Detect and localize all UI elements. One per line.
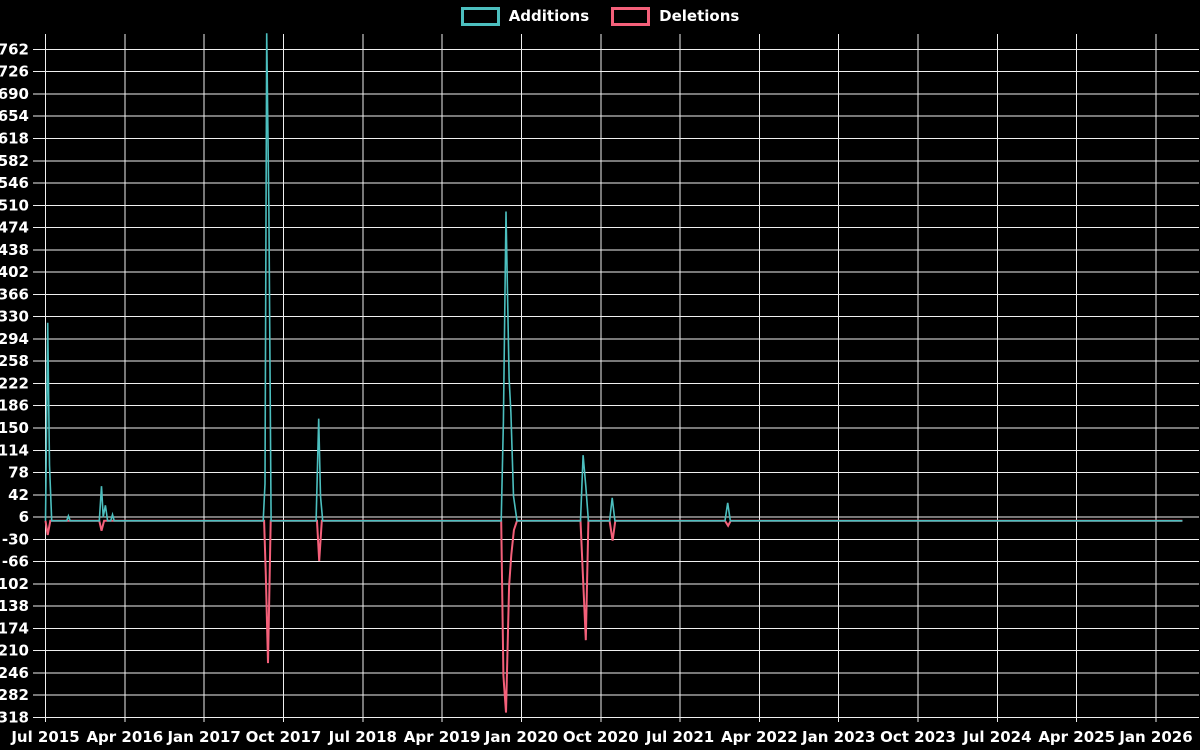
x-tick-label: Jul 2018 (328, 728, 397, 746)
y-gridlines (33, 48, 1199, 719)
y-tick-label: 6 (19, 508, 29, 526)
x-tick-label: Oct 2023 (880, 728, 956, 746)
y-tick-label: 330 (0, 308, 29, 326)
y-tick-label: 654 (0, 107, 29, 125)
x-tick-label: Jul 2024 (962, 728, 1031, 746)
x-tick-label: Jan 2026 (1118, 728, 1192, 746)
deletions-legend-label: Deletions (659, 7, 740, 25)
y-tick-label: -318 (0, 709, 29, 727)
y-tick-label: -66 (2, 553, 29, 571)
y-tick-label: -210 (0, 642, 29, 660)
y-tick-label: -138 (0, 597, 29, 615)
series-additions-line (44, 33, 1183, 522)
x-tick-label: Apr 2019 (404, 728, 481, 746)
x-tick-label: Apr 2022 (721, 728, 798, 746)
series-deletions-line (44, 519, 1183, 713)
y-tick-label: 762 (0, 40, 29, 58)
y-tick-label: 618 (0, 130, 29, 148)
y-tick-label: -246 (0, 664, 29, 682)
y-axis-labels: 762 726 690 654 618 582 546 510 474 438 402 366 330 2… (0, 40, 29, 726)
y-tick-label: 366 (0, 285, 29, 303)
legend-item-additions[interactable]: Additions (460, 7, 590, 26)
y-tick-label: 438 (0, 241, 29, 259)
x-tick-label: Jul 2015 (10, 728, 79, 746)
y-tick-label: 150 (0, 419, 29, 437)
x-tick-label: Jan 2017 (166, 728, 240, 746)
y-tick-label: 474 (0, 219, 29, 237)
x-tick-label: Apr 2016 (86, 728, 163, 746)
y-tick-label: 186 (0, 397, 29, 415)
x-gridlines (45, 34, 1157, 722)
y-tick-label: 582 (0, 152, 29, 170)
x-tick-label: Apr 2025 (1038, 728, 1115, 746)
y-tick-label: 402 (0, 263, 29, 281)
additions-swatch-icon (460, 7, 500, 26)
legend-item-deletions[interactable]: Deletions (611, 7, 739, 26)
x-axis-labels: Jul 2015 Apr 2016 Jan 2017 Oct 2017 Jul 2018… (10, 728, 1192, 746)
y-tick-label: -30 (2, 530, 29, 548)
y-tick-label: 42 (8, 486, 29, 504)
y-tick-label: -102 (0, 575, 29, 593)
chart-legend: Additions Deletions (0, 7, 1200, 26)
y-tick-label: 78 (8, 464, 29, 482)
x-tick-label: Jan 2020 (484, 728, 558, 746)
y-tick-label: 222 (0, 374, 29, 392)
y-tick-label: -282 (0, 686, 29, 704)
x-tick-label: Oct 2020 (563, 728, 639, 746)
y-tick-label: 546 (0, 174, 29, 192)
y-tick-label: 726 (0, 63, 29, 81)
x-tick-label: Oct 2017 (246, 728, 322, 746)
y-tick-label: 510 (0, 196, 29, 214)
y-tick-label: 294 (0, 330, 29, 348)
y-tick-label: 258 (0, 352, 29, 370)
x-tick-label: Jan 2023 (801, 728, 875, 746)
y-tick-label: 690 (0, 85, 29, 103)
y-tick-label: -174 (0, 619, 29, 637)
additions-legend-label: Additions (508, 7, 590, 25)
y-tick-label: 114 (0, 441, 29, 459)
x-tick-label: Jul 2021 (645, 728, 714, 746)
deletions-swatch-icon (611, 7, 651, 26)
